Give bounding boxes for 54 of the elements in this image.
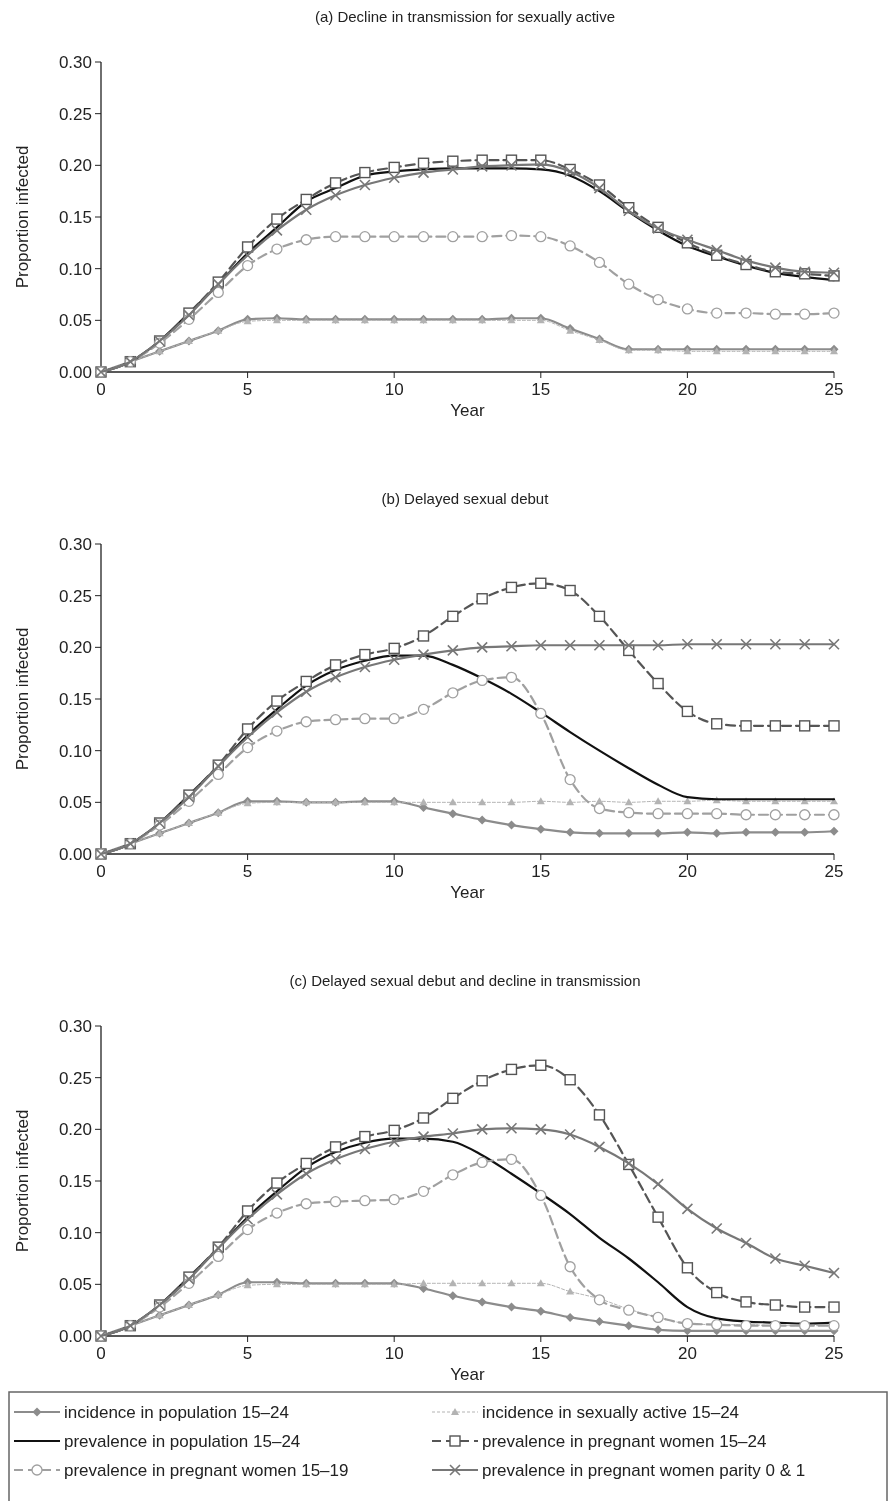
y-tick-label: 0.25	[58, 586, 92, 606]
x-axis-title: Year	[450, 401, 486, 420]
x-tick-label: 10	[384, 1344, 404, 1363]
x-tick-label: 5	[242, 1344, 253, 1363]
x-tick-label: 5	[242, 862, 253, 881]
legend-label: prevalence in pregnant women 15–24	[482, 1432, 767, 1451]
x-tick-label: 10	[384, 380, 404, 399]
x-tick-label: 10	[384, 862, 404, 881]
x-tick-label: 20	[677, 1344, 697, 1363]
x-tick-label: 20	[677, 380, 697, 399]
x-tick-label: 25	[824, 380, 844, 399]
y-tick-label: 0.05	[58, 1275, 92, 1295]
y-tick-label: 0.00	[58, 845, 92, 864]
chart-title: (b) Delayed sexual debut	[381, 490, 550, 507]
x-tick-label: 20	[677, 862, 697, 881]
y-tick-label: 0.20	[58, 1120, 92, 1140]
y-tick-label: 0.05	[58, 793, 92, 813]
x-tick-label: 15	[531, 380, 551, 399]
legend-label: incidence in sexually active 15–24	[482, 1403, 740, 1422]
y-axis-title: Proportion infected	[13, 1109, 32, 1253]
y-tick-label: 0.15	[58, 690, 92, 709]
y-tick-label: 0.10	[58, 1223, 92, 1243]
y-tick-label: 0.20	[58, 156, 92, 176]
legend-label: prevalence in population 15–24	[64, 1432, 301, 1451]
x-tick-label: 25	[824, 1344, 844, 1363]
y-axis-title: Proportion infected	[13, 145, 32, 289]
legend-label: prevalence in pregnant women parity 0 & 1	[482, 1461, 806, 1480]
chart-title: (c) Delayed sexual debut and decline in transmission	[289, 972, 641, 989]
legend-label: prevalence in pregnant women 15–19	[64, 1461, 349, 1480]
y-tick-label: 0.25	[58, 104, 92, 124]
y-tick-label: 0.15	[58, 1172, 92, 1191]
y-tick-label: 0.30	[58, 535, 92, 554]
y-tick-label: 0.10	[58, 259, 92, 279]
y-tick-label: 0.00	[58, 363, 92, 382]
x-tick-label: 0	[96, 1344, 106, 1363]
y-tick-label: 0.05	[58, 311, 92, 331]
y-tick-label: 0.10	[58, 741, 92, 761]
x-axis-title: Year	[450, 1365, 486, 1384]
y-tick-label: 0.25	[58, 1068, 92, 1088]
x-tick-label: 15	[531, 862, 551, 881]
x-tick-label: 5	[242, 380, 253, 399]
x-tick-label: 15	[531, 1344, 551, 1363]
x-axis-title: Year	[450, 883, 486, 902]
y-tick-label: 0.15	[58, 208, 92, 227]
legend-label: incidence in population 15–24	[64, 1403, 289, 1422]
y-axis-title: Proportion infected	[13, 627, 32, 771]
x-tick-label: 0	[96, 380, 106, 399]
chart-title: (a) Decline in transmission for sexually active	[314, 8, 616, 25]
y-tick-label: 0.30	[58, 53, 92, 72]
y-tick-label: 0.00	[58, 1327, 92, 1346]
y-tick-label: 0.20	[58, 638, 92, 658]
y-tick-label: 0.30	[58, 1017, 92, 1036]
x-tick-label: 0	[96, 862, 106, 881]
x-tick-label: 25	[824, 862, 844, 881]
